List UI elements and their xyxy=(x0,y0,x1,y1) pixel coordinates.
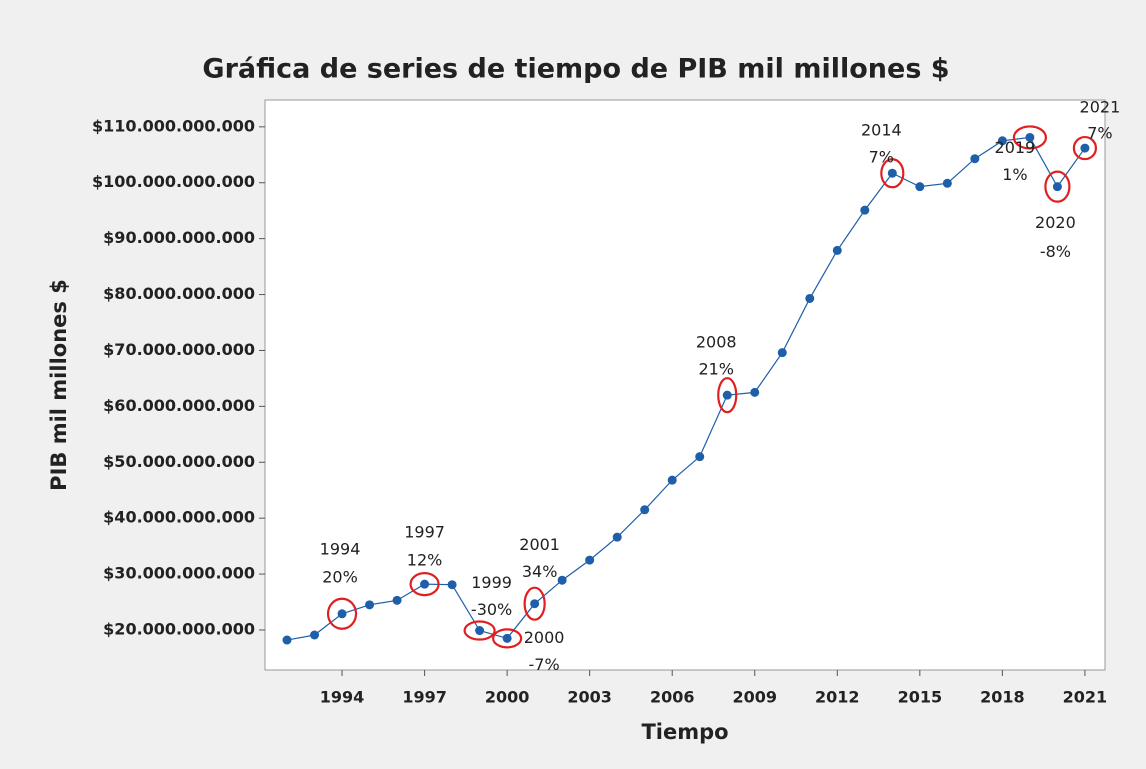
data-point xyxy=(1080,143,1090,153)
data-point xyxy=(310,630,320,640)
x-tick-label: 1997 xyxy=(402,688,447,707)
x-tick-label: 1994 xyxy=(320,688,365,707)
annotation-text: -7% xyxy=(529,655,560,674)
data-point xyxy=(365,600,375,610)
x-tick-label: 2003 xyxy=(567,688,612,707)
x-tick-label: 2015 xyxy=(898,688,943,707)
annotation-text: 1% xyxy=(1002,165,1027,184)
data-point xyxy=(970,154,980,164)
annotation-circle xyxy=(492,628,523,649)
x-axis-label: Tiempo xyxy=(641,720,728,744)
data-point xyxy=(612,532,622,542)
data-point xyxy=(832,245,842,255)
y-tick-label: $60.000.000.000 xyxy=(103,396,255,415)
data-point xyxy=(750,387,760,397)
data-point xyxy=(1052,182,1062,192)
annotation-year: 2001 xyxy=(519,535,560,554)
annotation-text: 7% xyxy=(1087,124,1112,143)
data-point xyxy=(722,390,732,400)
annotation-circle xyxy=(523,586,546,621)
x-tick-label: 2012 xyxy=(815,688,860,707)
y-tick-label: $30.000.000.000 xyxy=(103,564,255,583)
annotation-year: 1997 xyxy=(404,523,445,542)
data-point xyxy=(805,293,815,303)
y-tick-label: $20.000.000.000 xyxy=(103,619,255,638)
annotation-year: 2008 xyxy=(696,333,737,352)
x-tick-label: 2006 xyxy=(650,688,695,707)
data-point xyxy=(530,599,540,609)
annotation-text: 7% xyxy=(869,148,894,167)
data-point xyxy=(585,555,595,565)
data-point xyxy=(337,609,347,619)
annotation-circle xyxy=(1072,135,1098,161)
annotation-circle xyxy=(409,572,440,597)
data-point xyxy=(997,136,1007,146)
data-point xyxy=(420,579,430,589)
data-point xyxy=(915,182,925,192)
annotation-year: 2014 xyxy=(861,121,902,140)
y-tick-label: $40.000.000.000 xyxy=(103,508,255,527)
y-tick-label: $100.000.000.000 xyxy=(92,172,255,191)
data-point xyxy=(392,595,402,605)
annotation-year: 1999 xyxy=(471,573,512,592)
data-point xyxy=(475,626,485,636)
x-tick-label: 2009 xyxy=(732,688,777,707)
data-point xyxy=(1025,132,1035,142)
x-tick-label: 2021 xyxy=(1063,688,1108,707)
y-tick-label: $110.000.000.000 xyxy=(92,116,255,135)
annotation-text: 20% xyxy=(322,567,358,586)
annotation-year: 2019 xyxy=(995,138,1036,157)
annotation-circle xyxy=(717,377,738,414)
annotation-text: 12% xyxy=(407,551,443,570)
data-point xyxy=(447,580,457,590)
series-line xyxy=(286,136,1086,641)
data-point xyxy=(777,348,787,358)
data-point xyxy=(942,178,952,188)
data-point xyxy=(860,205,870,215)
annotation-circle xyxy=(1044,170,1071,203)
annotation-circle xyxy=(1012,125,1047,150)
annotation-text: 34% xyxy=(522,562,558,581)
chart-title: Gráfica de series de tiempo de PIB mil m… xyxy=(202,54,949,85)
x-tick-label: 2000 xyxy=(485,688,530,707)
data-point xyxy=(667,475,677,485)
y-axis-label: PIB mil millones $ xyxy=(47,279,71,491)
data-point xyxy=(640,505,650,515)
x-tick-label: 2018 xyxy=(980,688,1025,707)
y-tick-label: $80.000.000.000 xyxy=(103,284,255,303)
data-point xyxy=(557,575,567,585)
data-point xyxy=(887,168,897,178)
annotation-year: 1994 xyxy=(320,539,361,558)
data-point xyxy=(502,633,512,643)
data-point xyxy=(695,452,705,462)
annotation-circle xyxy=(880,158,905,189)
annotation-year: 2020 xyxy=(1035,213,1076,232)
y-tick-label: $90.000.000.000 xyxy=(103,228,255,247)
annotation-circle xyxy=(326,597,358,630)
plot-area xyxy=(264,99,1106,671)
annotation-text: -8% xyxy=(1040,242,1071,261)
annotation-text: 21% xyxy=(698,360,734,379)
data-point xyxy=(282,635,292,645)
y-tick-label: $70.000.000.000 xyxy=(103,340,255,359)
annotation-year: 2021 xyxy=(1080,98,1121,117)
annotation-circle xyxy=(463,620,496,641)
annotation-year: 2000 xyxy=(524,628,565,647)
y-tick-label: $50.000.000.000 xyxy=(103,452,255,471)
annotation-text: -30% xyxy=(471,600,512,619)
